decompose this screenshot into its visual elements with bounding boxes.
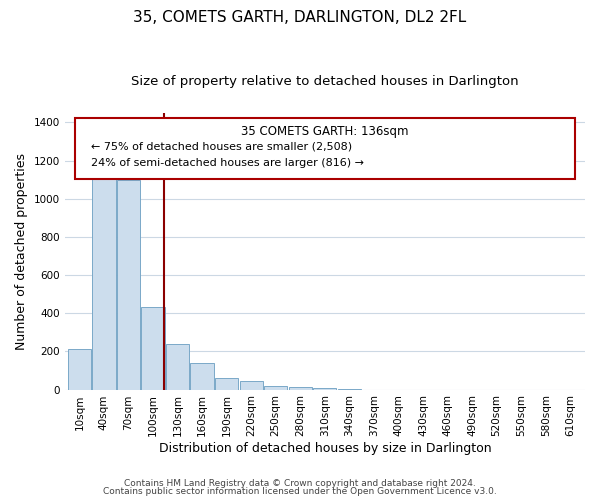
Text: Contains public sector information licensed under the Open Government Licence v3: Contains public sector information licen… [103, 487, 497, 496]
Text: 35, COMETS GARTH, DARLINGTON, DL2 2FL: 35, COMETS GARTH, DARLINGTON, DL2 2FL [133, 10, 467, 25]
FancyBboxPatch shape [75, 118, 575, 179]
Text: 35 COMETS GARTH: 136sqm: 35 COMETS GARTH: 136sqm [241, 125, 409, 138]
Bar [117, 180, 140, 390]
Bar [190, 363, 214, 390]
Bar [239, 381, 263, 390]
Text: Contains HM Land Registry data © Crown copyright and database right 2024.: Contains HM Land Registry data © Crown c… [124, 478, 476, 488]
Bar [68, 350, 91, 390]
Title: Size of property relative to detached houses in Darlington: Size of property relative to detached ho… [131, 75, 518, 88]
Bar [142, 308, 164, 390]
Bar [264, 386, 287, 390]
Bar [215, 378, 238, 390]
Bar [92, 176, 116, 390]
Bar [338, 388, 361, 390]
Bar [289, 386, 312, 390]
Y-axis label: Number of detached properties: Number of detached properties [15, 152, 28, 350]
Bar [313, 388, 337, 390]
X-axis label: Distribution of detached houses by size in Darlington: Distribution of detached houses by size … [158, 442, 491, 455]
Text: 24% of semi-detached houses are larger (816) →: 24% of semi-detached houses are larger (… [91, 158, 364, 168]
Bar [166, 344, 189, 390]
Text: ← 75% of detached houses are smaller (2,508): ← 75% of detached houses are smaller (2,… [91, 142, 352, 152]
